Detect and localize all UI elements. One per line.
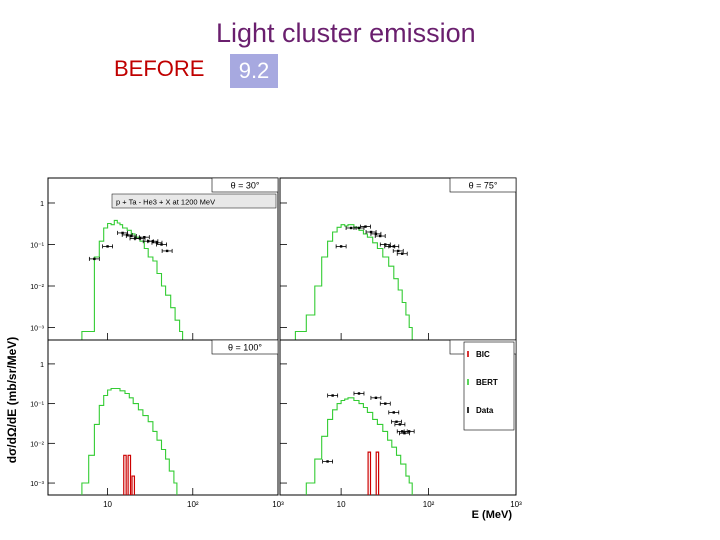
- data-point: [143, 235, 146, 239]
- y-tick-label: 1: [40, 201, 44, 208]
- bert-series: [81, 219, 184, 340]
- bic-bar: [123, 454, 127, 495]
- data-point: [364, 225, 367, 228]
- x-axis-label: E (MeV): [472, 509, 513, 521]
- panel-3: 10 10² 10³ 1 10⁻¹ 10⁻² 10⁻³ θ = 100°: [30, 339, 284, 509]
- data-point: [93, 257, 96, 261]
- data-point: [392, 411, 395, 414]
- y-tick-label: 10⁻²: [30, 441, 44, 448]
- angle-label-box: [211, 339, 279, 355]
- legend-label: Data: [476, 406, 494, 415]
- x-tick-label: 10³: [272, 500, 284, 509]
- data-point: [384, 243, 387, 246]
- data-point: [407, 430, 411, 433]
- angle-label: θ = 100°: [228, 343, 262, 353]
- bert-series: [305, 397, 413, 495]
- x-tick-label: 10: [103, 500, 112, 509]
- data-point: [138, 237, 142, 240]
- y-tick-label: 10⁻³: [30, 481, 44, 488]
- x-tick-label: 10³: [510, 500, 522, 509]
- data-point: [357, 392, 361, 395]
- data-point: [392, 245, 395, 248]
- data-point: [130, 234, 133, 238]
- angle-label: θ = 30°: [231, 181, 260, 191]
- data-point: [339, 245, 343, 248]
- data-point: [326, 460, 329, 463]
- y-tick-label: 10⁻¹: [30, 242, 44, 249]
- data-point: [379, 234, 382, 238]
- legend-label: BIC: [476, 350, 490, 359]
- data-point: [401, 252, 404, 255]
- panel-2: θ = 75°: [279, 177, 517, 341]
- angle-label: θ = 75°: [469, 181, 498, 191]
- data-point: [397, 249, 400, 253]
- data-point: [395, 420, 398, 423]
- y-tick-label: 10⁻²: [30, 284, 44, 291]
- data-point: [398, 423, 402, 426]
- x-tick-label: 10: [337, 500, 346, 509]
- y-tick-label: 10⁻³: [30, 326, 44, 333]
- bic-bar: [367, 451, 372, 495]
- x-tick-label: 10²: [187, 500, 199, 509]
- data-point: [374, 396, 378, 400]
- panel-frame: [47, 339, 279, 496]
- slide-title: Light cluster emission: [216, 18, 476, 48]
- legend-label: BERT: [476, 378, 498, 387]
- data-point: [106, 245, 109, 248]
- data-point: [349, 226, 353, 230]
- data-point: [126, 233, 129, 237]
- y-axis-label: dσ/dΩ/dE (mb/sr/MeV): [5, 337, 19, 464]
- bert-series: [294, 224, 413, 340]
- data-point: [331, 394, 334, 397]
- bic-bar: [127, 454, 132, 495]
- data-point: [160, 243, 163, 246]
- y-tick-label: 10⁻¹: [30, 402, 44, 409]
- cross-section-figure: dσ/dΩ/dE (mb/sr/MeV) E (MeV) 110⁻¹10⁻²10…: [5, 177, 522, 521]
- before-label: BEFORE: [114, 56, 205, 81]
- bic-bar: [131, 475, 136, 495]
- data-point: [165, 249, 169, 253]
- data-point: [401, 430, 404, 433]
- panel-frame: [279, 177, 517, 341]
- reaction-label: p + Ta - He3 + X at 1200 MeV: [116, 198, 215, 207]
- data-point: [374, 232, 378, 236]
- bic-bar: [375, 451, 380, 495]
- legend-box: [463, 341, 515, 431]
- data-point: [384, 402, 387, 405]
- angle-label-box: [449, 177, 517, 193]
- reaction-box: [111, 193, 277, 209]
- data-point: [151, 240, 155, 243]
- bert-series: [81, 387, 178, 495]
- x-tick-label: 10²: [423, 500, 435, 509]
- data-point: [357, 226, 361, 230]
- version-badge: 9.2: [230, 54, 278, 88]
- angle-label-box: [211, 177, 279, 193]
- data-point: [155, 241, 159, 244]
- data-point: [121, 231, 124, 235]
- y-tick-label: 1: [40, 362, 44, 369]
